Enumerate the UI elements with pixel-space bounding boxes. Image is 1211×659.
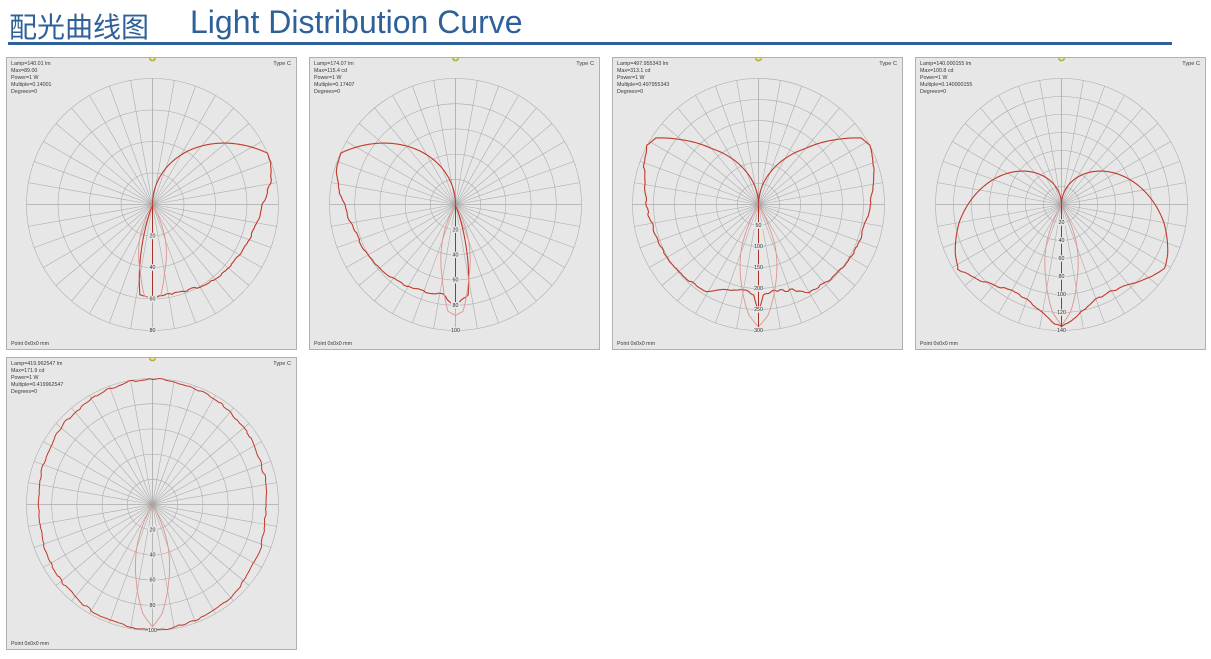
svg-text:120: 120 — [1057, 310, 1066, 316]
svg-text:20: 20 — [453, 227, 459, 233]
svg-text:20: 20 — [150, 527, 156, 533]
svg-text:40: 40 — [150, 553, 156, 559]
svg-text:60: 60 — [150, 297, 156, 303]
svg-text:40: 40 — [453, 253, 459, 259]
svg-text:100: 100 — [148, 628, 157, 634]
svg-text:80: 80 — [150, 603, 156, 609]
svg-text:140: 140 — [1057, 328, 1066, 334]
svg-text:150: 150 — [754, 265, 763, 271]
svg-text:20: 20 — [1059, 220, 1065, 226]
svg-text:40: 40 — [150, 265, 156, 271]
svg-text:60: 60 — [453, 278, 459, 284]
svg-text:60: 60 — [150, 578, 156, 584]
svg-text:20: 20 — [150, 234, 156, 240]
svg-text:80: 80 — [453, 303, 459, 309]
svg-text:200: 200 — [754, 286, 763, 292]
svg-text:80: 80 — [1059, 274, 1065, 280]
svg-text:250: 250 — [754, 307, 763, 313]
svg-text:300: 300 — [754, 328, 763, 334]
svg-text:40: 40 — [1059, 238, 1065, 244]
svg-text:50: 50 — [756, 223, 762, 229]
svg-text:100: 100 — [451, 328, 460, 334]
svg-text:100: 100 — [754, 244, 763, 250]
svg-text:100: 100 — [1057, 292, 1066, 298]
svg-text:80: 80 — [150, 328, 156, 334]
svg-text:60: 60 — [1059, 256, 1065, 262]
